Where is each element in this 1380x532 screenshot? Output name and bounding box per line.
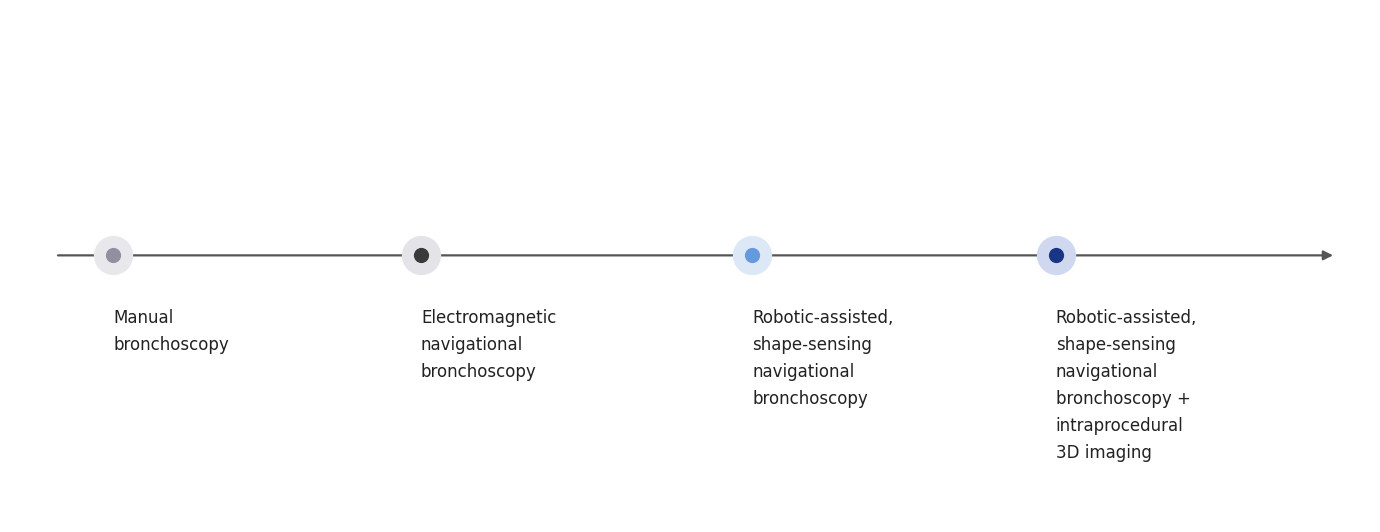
Point — [1045, 251, 1067, 260]
Point — [1045, 251, 1067, 260]
Point — [741, 251, 763, 260]
Point — [102, 251, 124, 260]
Text: Electromagnetic
navigational
bronchoscopy: Electromagnetic navigational bronchoscop… — [421, 309, 556, 381]
Text: Robotic-assisted,
shape-sensing
navigational
bronchoscopy: Robotic-assisted, shape-sensing navigati… — [752, 309, 893, 408]
Text: Manual
bronchoscopy: Manual bronchoscopy — [113, 309, 229, 354]
Point — [410, 251, 432, 260]
Point — [410, 251, 432, 260]
Text: Robotic-assisted,
shape-sensing
navigational
bronchoscopy +
intraprocedural
3D i: Robotic-assisted, shape-sensing navigati… — [1056, 309, 1196, 462]
Point — [741, 251, 763, 260]
Point — [102, 251, 124, 260]
